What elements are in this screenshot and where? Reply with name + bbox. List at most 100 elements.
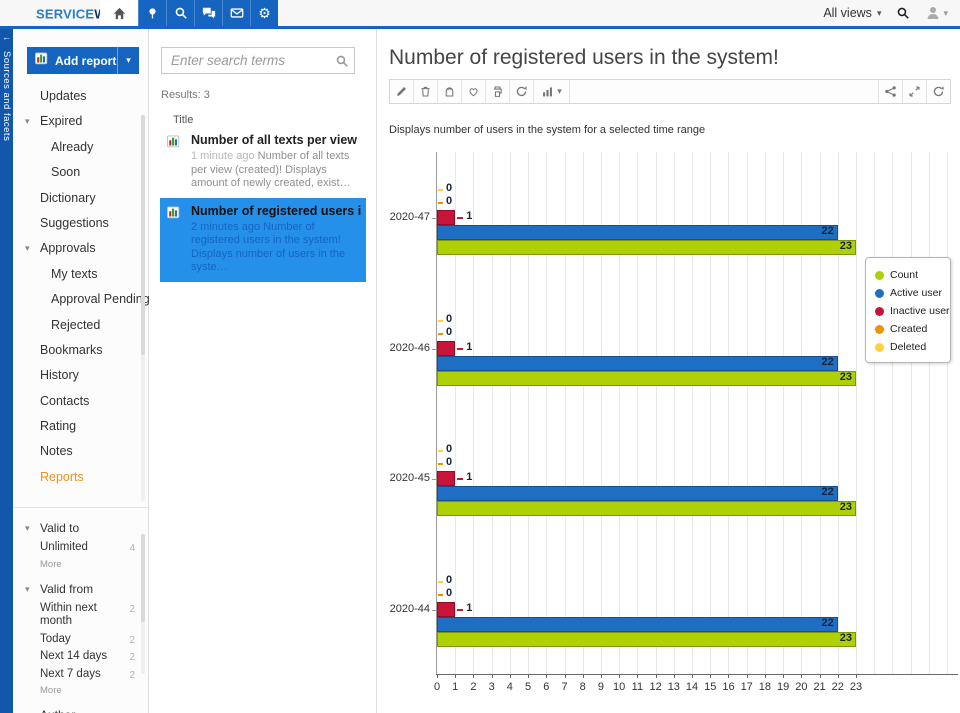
sidebar-item-label: Approvals <box>40 241 96 256</box>
bar-inactive-user[interactable] <box>437 471 456 486</box>
share-button[interactable] <box>878 80 902 103</box>
gridline <box>619 152 621 674</box>
tab-search[interactable] <box>166 0 194 26</box>
sidebar-item-soon[interactable]: Soon <box>13 160 148 185</box>
sidebar-item-suggestions[interactable]: Suggestions <box>13 211 148 236</box>
basket-button[interactable] <box>438 80 462 103</box>
x-axis-tick <box>728 674 730 678</box>
sidebar-item-already[interactable]: Already <box>13 135 148 160</box>
bar-count[interactable] <box>437 631 856 647</box>
facet-option-within-next-month[interactable]: Within next month 2 <box>13 600 148 631</box>
chevron-down-icon[interactable]: ▾ <box>25 243 30 254</box>
legend-item-count[interactable]: Count <box>875 266 942 284</box>
search-icon[interactable] <box>335 54 349 73</box>
sidebar-scrollbar-thumb[interactable] <box>141 115 145 355</box>
top-nav-tabs: ⚙ <box>100 0 278 26</box>
legend-swatch-count <box>875 270 884 280</box>
chevron-down-icon: ▾ <box>25 583 30 594</box>
add-report-dropdown[interactable]: ▾ <box>117 47 139 74</box>
all-views-dropdown[interactable]: All views ▾ <box>823 6 881 20</box>
gridline <box>491 152 493 674</box>
x-axis-tick-label: 14 <box>685 681 699 693</box>
reload-button[interactable] <box>926 80 950 103</box>
sidebar-nav: Updates ▾ Expired Already Soon Dictionary Sugg… <box>13 84 150 490</box>
facet-header-valid-from[interactable]: ▾ Valid from <box>13 579 148 600</box>
legend-item-deleted[interactable]: Deleted <box>875 338 942 356</box>
tab-mail[interactable] <box>222 0 250 26</box>
bar-count[interactable] <box>437 501 856 516</box>
report-description: Displays number of users in the system f… <box>389 124 706 136</box>
sidebar-item-notes[interactable]: Notes <box>13 439 148 464</box>
facet-header-valid-to[interactable]: ▾ Valid to <box>13 518 148 539</box>
sidebar-item-rejected[interactable]: Rejected <box>13 313 148 338</box>
tab-tree[interactable] <box>138 0 166 26</box>
zero-mark-created <box>438 332 443 335</box>
legend-item-created[interactable]: Created <box>875 320 942 338</box>
sidebar-item-rating[interactable]: Rating <box>13 414 148 439</box>
print-button[interactable] <box>486 80 510 103</box>
gridline <box>710 152 712 674</box>
sidebar-item-expired[interactable]: ▾ Expired <box>13 109 148 134</box>
x-axis-tick <box>837 674 839 678</box>
refresh-button[interactable] <box>510 80 534 103</box>
sidebar-item-dictionary[interactable]: Dictionary <box>13 186 148 211</box>
bar-inactive-user[interactable] <box>437 340 456 356</box>
legend-label: Count <box>890 269 919 281</box>
tab-gear[interactable]: ⚙ <box>250 0 278 26</box>
x-axis-tick <box>473 674 475 678</box>
sidebar-item-history[interactable]: History <box>13 363 148 388</box>
bar-active-user[interactable] <box>437 355 838 371</box>
delete-button[interactable] <box>414 80 438 103</box>
facet-option-today[interactable]: Today 2 <box>13 631 148 649</box>
sidebar-item-my-texts[interactable]: My texts <box>13 262 148 287</box>
sidebar-item-reports[interactable]: Reports <box>13 465 148 490</box>
bar-count[interactable] <box>437 370 856 386</box>
chevron-down-icon[interactable]: ▾ <box>25 116 30 127</box>
facet-option-label: Next 14 days <box>40 650 108 662</box>
facet-scrollbar-thumb[interactable] <box>141 534 145 622</box>
facet-more-link[interactable]: More <box>40 685 62 696</box>
tree-icon <box>146 7 159 20</box>
x-axis-tick-label: 11 <box>631 681 644 693</box>
gridline <box>655 152 657 674</box>
sidebar-item-bookmarks[interactable]: Bookmarks <box>13 338 148 363</box>
facet-option-unlimited[interactable]: Unlimited 4 <box>13 539 148 557</box>
facet-more-link[interactable]: More <box>40 558 62 570</box>
sidebar-item-approvals[interactable]: ▾ Approvals <box>13 236 148 261</box>
sources-facets-strip[interactable]: ← Sources and facets <box>0 29 13 713</box>
sidebar-item-approval-pending[interactable]: Approval Pending <box>13 287 150 312</box>
zero-mark-created <box>438 202 443 204</box>
legend-item-inactive-user[interactable]: Inactive user <box>875 302 950 320</box>
bar-active-user[interactable] <box>437 616 838 632</box>
user-menu-button[interactable]: ▾ <box>925 5 948 21</box>
add-report-button[interactable]: Add report ▾ <box>27 47 139 74</box>
facet-option-next-14-days[interactable]: Next 14 days 2 <box>13 648 148 666</box>
facet-option-count: 2 <box>129 669 135 681</box>
page-title: Number of registered users in the system… <box>389 46 779 69</box>
result-item-number-of-all-texts-per-view-c[interactable]: Number of all texts per view (create… 1 … <box>160 127 366 198</box>
tab-home[interactable] <box>100 0 138 26</box>
global-search-button[interactable] <box>896 6 910 20</box>
bar-active-user[interactable] <box>437 225 838 240</box>
search-input[interactable] <box>162 48 354 73</box>
x-axis-tick-label: 6 <box>543 681 550 693</box>
bar-inactive-user[interactable] <box>437 601 456 617</box>
favorite-button[interactable] <box>462 80 486 103</box>
fullscreen-button[interactable] <box>902 80 926 103</box>
edit-button[interactable] <box>390 80 414 103</box>
sidebar-item-contacts[interactable]: Contacts <box>13 389 148 414</box>
facet-header-author[interactable]: ▾ Author <box>13 705 148 713</box>
legend-item-active-user[interactable]: Active user <box>875 284 942 302</box>
tab-chat[interactable] <box>194 0 222 26</box>
facet-option-label: Today <box>40 632 71 645</box>
x-axis-tick <box>764 674 766 678</box>
bar-chart: 0 1 2 3 4 5 6 7 8 9 10 11 12 13 14 15 16 17 18 19 20 21 22 23 0 0… <box>380 145 960 705</box>
bar-inactive-user[interactable] <box>437 210 456 225</box>
sidebar-item-updates[interactable]: Updates <box>13 84 148 109</box>
chart-type-button[interactable]: ▾ <box>534 80 570 103</box>
bar-active-user[interactable] <box>437 486 838 501</box>
facet-option-next-7-days[interactable]: Next 7 days 2 <box>13 666 148 684</box>
result-item-selected[interactable]: Number of registered users in the sy… 2 … <box>160 197 366 282</box>
bar-count[interactable] <box>437 240 856 255</box>
user-avatar-icon <box>925 5 941 21</box>
